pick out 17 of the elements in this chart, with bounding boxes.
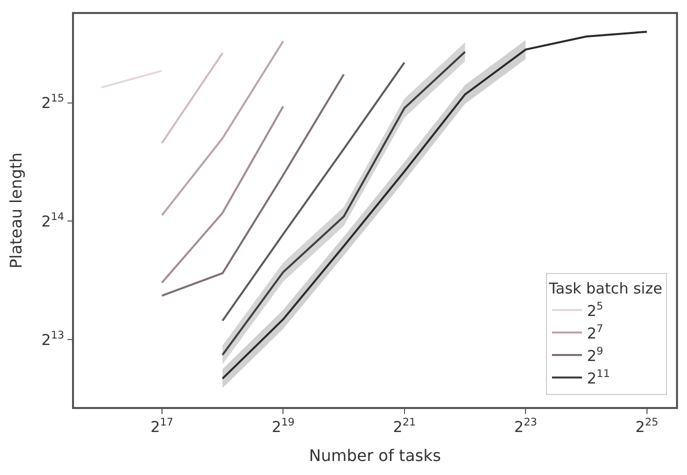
legend-title: Task batch size: [548, 280, 662, 298]
y-tick-label: 2$^{14}$: [41, 211, 65, 230]
x-axis-title: Number of tasks: [309, 446, 441, 465]
y-axis-title: Plateau length: [6, 152, 26, 269]
x-tick-label: 2$^{19}$: [272, 416, 295, 436]
legend-label: 2$^{11}$: [586, 368, 610, 388]
line-series: [222, 62, 406, 322]
x-tick-label: 2$^{25}$: [635, 416, 658, 436]
legend-label: 2$^{5}$: [586, 300, 604, 320]
y-tick-label: 2$^{15}$: [41, 92, 64, 112]
legend-label: 2$^{7}$: [586, 323, 604, 342]
legend-label: 2$^{9}$: [586, 346, 604, 365]
x-tick-label: 2$^{23}$: [514, 416, 538, 436]
y-tick-label: 2$^{13}$: [41, 330, 64, 349]
x-tick-label: 2$^{17}$: [150, 416, 174, 436]
x-tick-label: 2$^{21}$: [392, 416, 416, 436]
line-series: [160, 73, 345, 297]
